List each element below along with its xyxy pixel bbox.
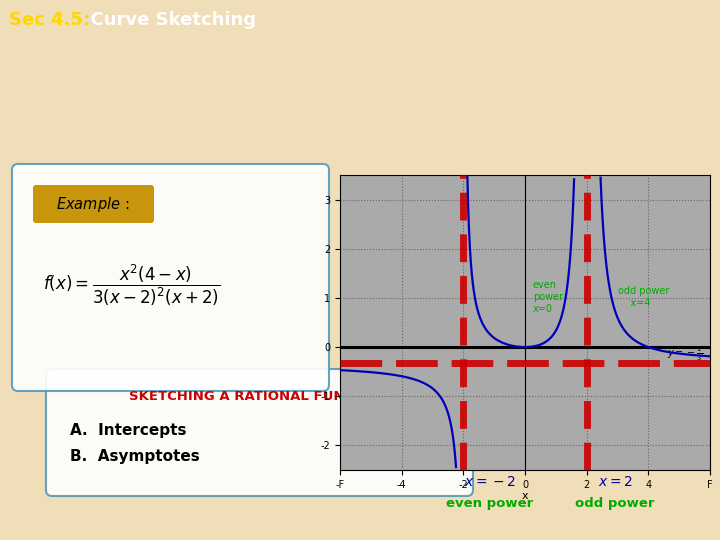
Text: even
power
x=0: even power x=0 xyxy=(533,280,563,314)
Text: even power: even power xyxy=(446,497,534,510)
FancyBboxPatch shape xyxy=(33,185,154,223)
Text: odd power
    x=4: odd power x=4 xyxy=(618,286,669,308)
Text: $f(x)=\dfrac{x^{2}(4-x)}{3(x-2)^{2}(x+2)}$: $f(x)=\dfrac{x^{2}(4-x)}{3(x-2)^{2}(x+2)… xyxy=(43,262,220,308)
X-axis label: x: x xyxy=(522,491,528,501)
Text: SKETCHING A RATIONAL FUNCTION: SKETCHING A RATIONAL FUNCTION xyxy=(129,390,390,403)
Text: $x=-2$: $x=-2$ xyxy=(464,475,516,489)
Text: A.  Intercepts: A. Intercepts xyxy=(70,422,186,437)
FancyBboxPatch shape xyxy=(46,369,473,496)
Text: odd power: odd power xyxy=(575,497,654,510)
Text: B.  Asymptotes: B. Asymptotes xyxy=(70,449,199,464)
Text: $\mathit{Example}$ :: $\mathit{Example}$ : xyxy=(56,194,130,213)
Text: $y = -\frac{1}{3}$: $y = -\frac{1}{3}$ xyxy=(667,345,703,362)
Text: Sec 4.5:: Sec 4.5: xyxy=(9,11,91,29)
Text: Curve Sketching: Curve Sketching xyxy=(78,11,256,29)
FancyBboxPatch shape xyxy=(12,164,329,391)
Text: $x=2$: $x=2$ xyxy=(598,475,632,489)
